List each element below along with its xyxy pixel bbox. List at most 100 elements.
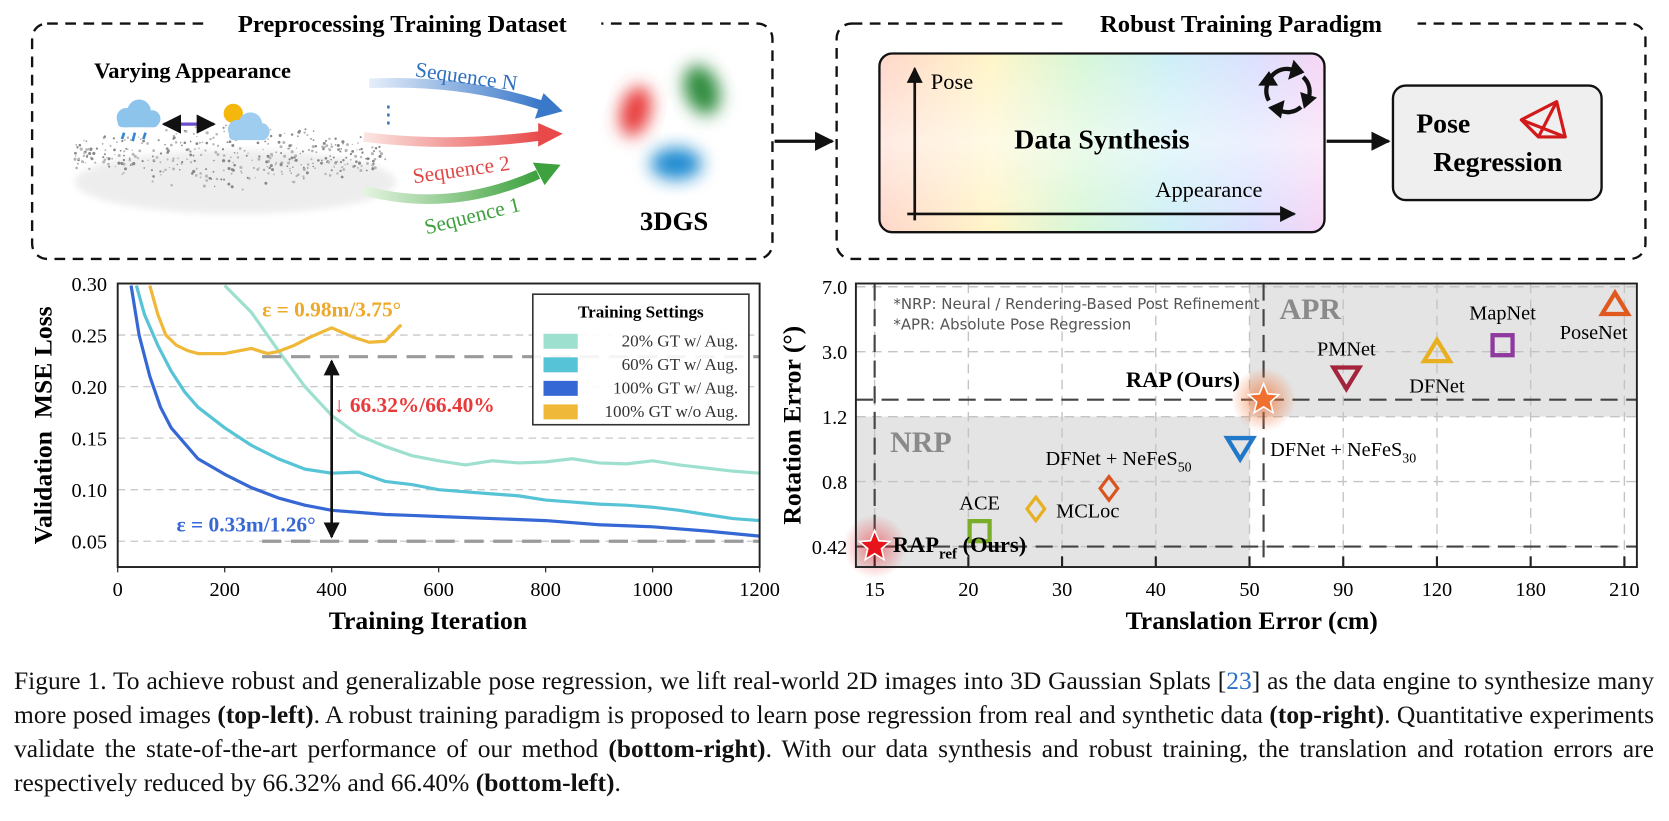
point-label: PoseNet [1560, 322, 1628, 344]
point-cloud-dot [267, 138, 269, 141]
point-cloud-dot [317, 159, 320, 162]
caption-text: . [614, 768, 621, 797]
point-cloud-dot [328, 174, 332, 177]
point-cloud-dot [180, 162, 183, 165]
point-cloud-dot [129, 138, 132, 141]
point-cloud-dot [301, 150, 304, 153]
point-cloud-dot [329, 155, 331, 157]
x-tick-label: 210 [1609, 579, 1639, 601]
point-cloud-dot [324, 157, 328, 160]
point-cloud-dot [373, 158, 377, 161]
point-cloud-dot [241, 188, 244, 191]
legend-swatch [543, 404, 578, 420]
point-cloud-dot [183, 129, 186, 132]
point-cloud-dot [269, 164, 273, 168]
point-cloud-dot [339, 161, 343, 164]
point-cloud-dot [103, 158, 107, 162]
point-cloud-dot [85, 140, 88, 142]
caption-text: (top-right) [1269, 700, 1385, 729]
point-cloud-dot [359, 156, 363, 159]
x-tick-label: 600 [423, 579, 453, 601]
point-cloud-dot [283, 154, 287, 158]
point-cloud-dot [157, 139, 160, 142]
point-cloud-dot [351, 149, 355, 153]
citation-link[interactable]: 23 [1226, 666, 1252, 695]
y-tick-label: 0.10 [71, 480, 107, 502]
point-cloud-dot [360, 164, 363, 167]
point-cloud-dot [150, 169, 153, 172]
point-cloud-dot [129, 164, 132, 166]
point-cloud-dot [323, 146, 326, 149]
rain-cloud-icon [116, 99, 161, 142]
point-cloud-dot [288, 144, 292, 148]
x-axis-label: Training Iteration [329, 606, 527, 635]
point-cloud-dot [205, 168, 208, 171]
point-cloud-dot [273, 173, 275, 176]
point-cloud-dot [336, 144, 340, 147]
point-cloud-dot [325, 144, 329, 148]
point-cloud-dot [378, 154, 382, 158]
point-cloud-dot [151, 180, 154, 183]
point-cloud-dot [373, 166, 377, 170]
point-label-name: DFNet + NeFeS [1270, 439, 1402, 461]
point-cloud-dot [312, 139, 315, 142]
point-cloud-dot [361, 151, 364, 154]
point-cloud-dot [117, 153, 121, 158]
point-cloud-dot [209, 137, 211, 140]
point-cloud-dot [340, 148, 342, 150]
point-label: MapNet [1469, 303, 1536, 325]
point-cloud-dot [302, 167, 306, 172]
sequence-arrow [368, 78, 542, 110]
point-cloud-dot [378, 145, 381, 148]
legend-swatch [543, 333, 578, 349]
point-cloud-dot [212, 136, 215, 139]
point-cloud-dot [159, 161, 161, 163]
point-cloud-dot [332, 156, 335, 159]
point-cloud-dot [201, 141, 204, 143]
point-cloud-dot [151, 155, 154, 158]
point-cloud-dot [288, 147, 291, 150]
caption-text: (top-left) [217, 700, 314, 729]
annotation: ↓ 66.32%/66.40% [334, 393, 495, 417]
point-label-sub: 50 [1178, 460, 1192, 475]
point-cloud-dot [113, 148, 116, 152]
point-cloud-dot [275, 161, 278, 164]
note: *NRP: Neural / Rendering-Based Post Refi… [893, 295, 1259, 313]
x-tick-label: 400 [316, 579, 346, 601]
point-cloud-dot [324, 172, 327, 176]
point-cloud-dot [292, 166, 294, 168]
point-cloud-dot [199, 153, 203, 157]
regression-label: Regression [1433, 147, 1563, 178]
point-cloud-dot [339, 169, 342, 173]
point-cloud-dot [164, 168, 167, 171]
y-axis-label: Rotation Error (°) [777, 326, 806, 525]
point-cloud-dot [75, 166, 78, 170]
point-cloud-dot [176, 163, 179, 166]
point-cloud-dot [175, 133, 178, 135]
point-cloud-dot [74, 151, 77, 155]
point-cloud-dot [288, 158, 291, 161]
point-cloud-dot [306, 167, 309, 169]
point-cloud-dot [109, 144, 112, 147]
point-cloud-dot [82, 155, 85, 158]
point-cloud-dot [124, 138, 126, 141]
point-cloud-dot [265, 160, 269, 164]
x-tick-label: 120 [1422, 579, 1452, 601]
marker [1490, 333, 1515, 358]
point-cloud-dot [306, 133, 309, 137]
point-cloud-dot [152, 149, 156, 152]
point-cloud-dot [121, 173, 124, 176]
point-cloud-dot [216, 144, 220, 147]
point-cloud-dot [194, 148, 196, 150]
point-cloud-dot [228, 140, 232, 144]
point-cloud-dot [192, 132, 195, 135]
point-cloud-dot [88, 167, 91, 171]
point-cloud-dot [104, 149, 107, 152]
point-cloud-dot [114, 153, 116, 156]
sequence-arrow-head [532, 162, 561, 186]
point-cloud-dot [181, 144, 183, 147]
panel-title: Preprocessing Training Dataset [238, 11, 568, 38]
point-cloud-dot [205, 131, 209, 135]
point-cloud-dot [247, 152, 249, 155]
point-cloud-dot [198, 141, 201, 144]
